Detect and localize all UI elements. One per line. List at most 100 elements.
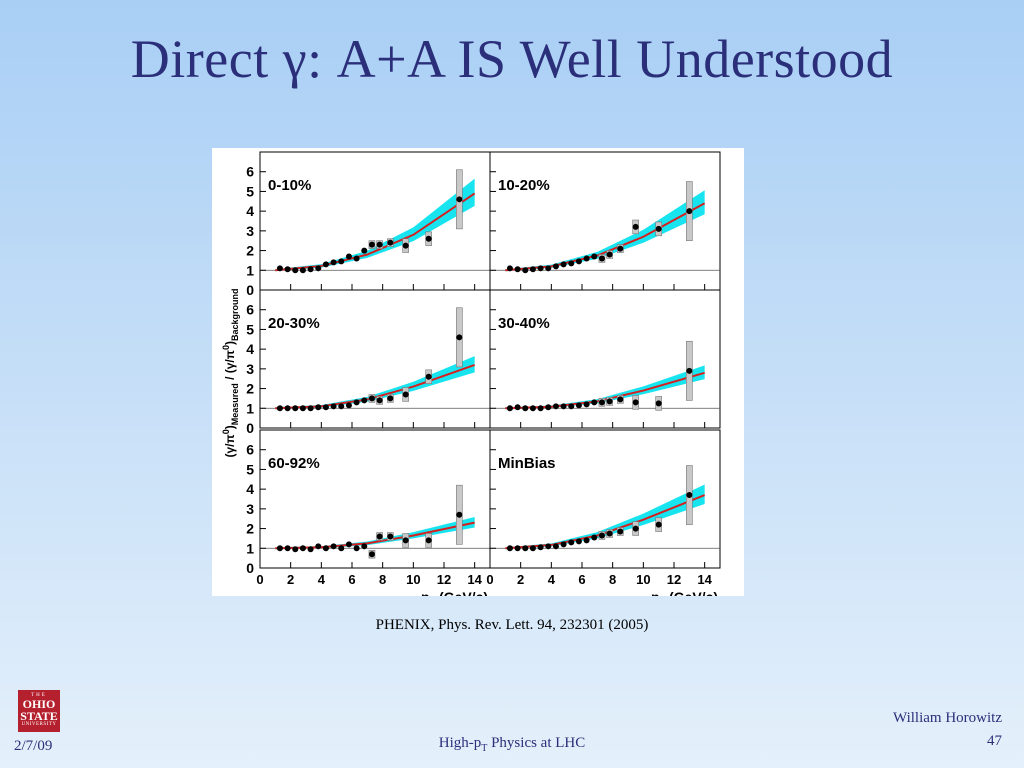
data-point [292, 267, 299, 274]
data-point [292, 405, 299, 412]
data-point [299, 545, 306, 552]
citation: PHENIX, Phys. Rev. Lett. 94, 232301 (200… [375, 617, 649, 633]
data-point [632, 399, 639, 406]
data-point [632, 223, 639, 230]
y-axis-label-part: ) [223, 425, 237, 429]
y-tick-label: 0 [246, 420, 254, 436]
data-point [338, 258, 345, 265]
data-point [368, 551, 375, 558]
y-tick-label: 0 [246, 282, 254, 298]
panel-label: 0-10% [268, 177, 311, 194]
data-point [368, 241, 375, 248]
y-tick-label: 6 [246, 164, 254, 180]
data-point [330, 259, 337, 266]
data-point [338, 403, 345, 410]
data-point [330, 543, 337, 550]
theory-band [505, 484, 705, 550]
data-point [276, 405, 283, 412]
data-point [345, 253, 352, 260]
x-tick-label: 6 [348, 572, 355, 587]
footer-title-prefix: High-p [438, 735, 482, 751]
x-tick-label: 14 [697, 572, 712, 587]
data-point [456, 511, 463, 518]
data-point [560, 541, 567, 548]
data-point [575, 538, 582, 545]
footer-title-sub: T [481, 743, 488, 754]
theory-curve [505, 202, 706, 272]
panel-frame [259, 429, 491, 569]
data-point [537, 265, 544, 272]
x-tick-label: 4 [318, 572, 326, 587]
data-point [361, 397, 368, 404]
data-point [284, 405, 291, 412]
y-tick-label: 1 [246, 262, 254, 278]
data-point [506, 405, 513, 412]
y-axis-label-part: 0 [221, 345, 231, 350]
data-point [514, 266, 521, 273]
y-tick-label: 2 [246, 243, 254, 259]
data-point [537, 544, 544, 551]
y-tick-label: 0 [246, 560, 254, 576]
data-point [376, 241, 383, 248]
x-tick-label: 10 [406, 572, 420, 587]
x-tick-label: 4 [548, 572, 556, 587]
data-point [506, 265, 513, 272]
data-point [322, 404, 329, 411]
data-point [560, 261, 567, 268]
data-point [361, 247, 368, 254]
x-axis-label: pT (GeV/c) [651, 589, 718, 596]
data-point [598, 399, 605, 406]
y-tick-label: 1 [246, 400, 254, 416]
data-point [655, 521, 662, 528]
data-point [361, 543, 368, 550]
data-point [552, 543, 559, 550]
x-tick-label: 2 [517, 572, 524, 587]
data-point [529, 545, 536, 552]
data-point [606, 530, 613, 537]
data-point [368, 395, 375, 402]
data-point [522, 545, 529, 552]
data-point [598, 255, 605, 262]
y-axis-label-part: Measured [230, 383, 240, 425]
data-point [575, 258, 582, 265]
data-point [568, 403, 575, 410]
logo-line2a: OHIO [22, 697, 56, 711]
data-point [617, 528, 624, 535]
data-point [284, 545, 291, 552]
y-tick-label: 3 [246, 223, 254, 239]
data-point [552, 263, 559, 270]
data-point [276, 265, 283, 272]
data-point [583, 537, 590, 544]
data-point [276, 545, 283, 552]
data-point [568, 539, 575, 546]
theory-curve [505, 371, 705, 410]
data-point [591, 399, 598, 406]
data-point [686, 492, 693, 499]
data-point [307, 266, 314, 273]
data-point [545, 265, 552, 272]
theory-curve [275, 363, 476, 410]
data-point [338, 545, 345, 552]
x-axis-label-part: (GeV/c) [665, 589, 718, 596]
data-point [568, 260, 575, 267]
data-point [315, 543, 322, 550]
data-point [376, 533, 383, 540]
x-tick-label: 6 [578, 572, 585, 587]
data-point [345, 541, 352, 548]
data-point [522, 405, 529, 412]
data-point [402, 391, 409, 398]
y-tick-label: 2 [246, 521, 254, 537]
y-tick-label: 5 [246, 183, 254, 199]
data-point [655, 400, 662, 407]
data-point [606, 398, 613, 405]
data-point [322, 545, 329, 552]
data-point [284, 266, 291, 273]
x-tick-label: 0 [256, 572, 263, 587]
data-point [506, 545, 513, 552]
data-point [376, 397, 383, 404]
y-tick-label: 6 [246, 442, 254, 458]
data-point [632, 525, 639, 532]
x-tick-label: 8 [379, 572, 386, 587]
figure-panel-grid: (γ/π0)Measured / (γ/π0)Background 0 1 2 3 4 5 6… [212, 148, 744, 596]
panel-label: 10-20% [498, 177, 550, 194]
